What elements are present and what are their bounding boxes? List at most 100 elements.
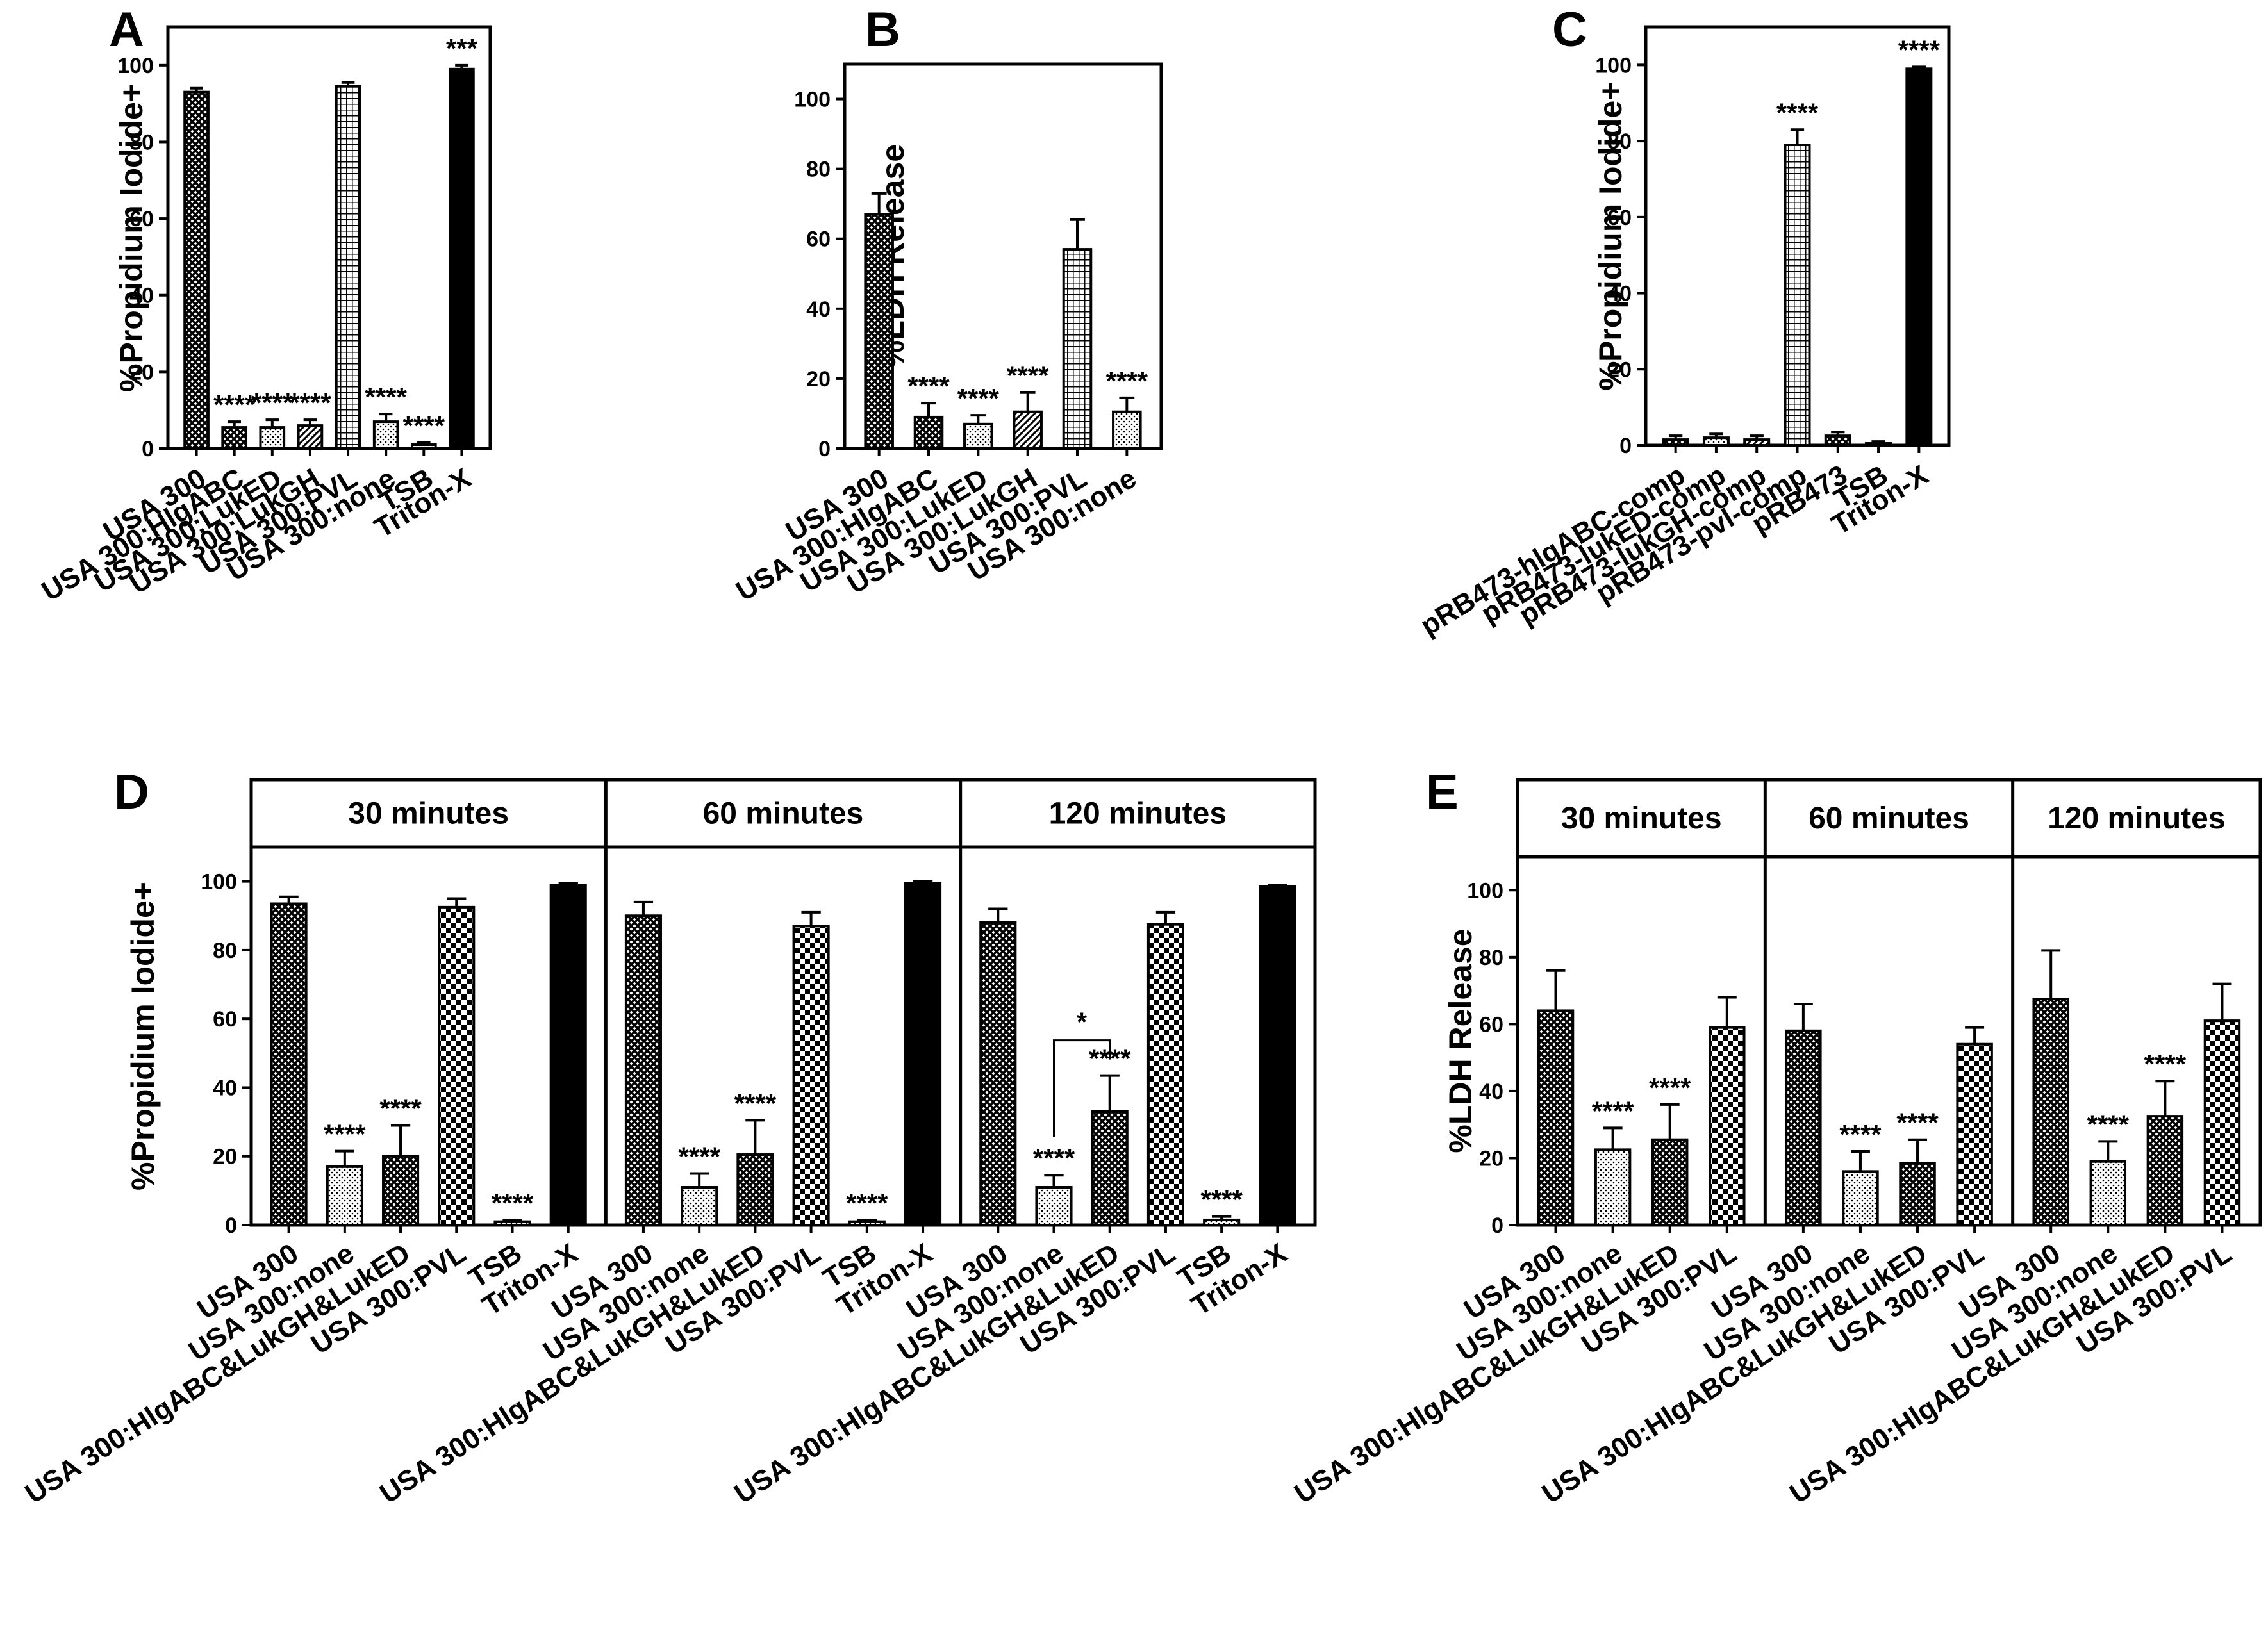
significance-label: ****: [2144, 1049, 2187, 1079]
bar: [549, 884, 587, 1226]
group-title: 120 minutes: [2048, 802, 2225, 836]
y-tick-label: 40: [1479, 1080, 1503, 1104]
bar: [410, 443, 437, 450]
plot-frame: [166, 25, 492, 450]
bar: [2203, 1019, 2241, 1226]
significance-label: ****: [907, 371, 950, 401]
significance-label: ****: [1007, 361, 1049, 391]
bar: [1784, 144, 1811, 447]
bar: [736, 1153, 774, 1226]
significance-label: ****: [213, 390, 256, 420]
significance-label: ****: [379, 1093, 422, 1123]
bar: [1537, 1009, 1575, 1227]
y-tick-label: 80: [1607, 129, 1632, 154]
panel-c: C%Propidium Iodide+020406080100pRB473-hl…: [1415, 3, 1951, 642]
bar: [792, 925, 830, 1226]
y-tick-label: 40: [806, 297, 831, 322]
significance-label: ****: [734, 1088, 777, 1118]
bar: [2089, 1160, 2127, 1226]
bar: [1013, 410, 1043, 450]
bar: [438, 905, 476, 1226]
panel-letter: C: [1552, 3, 1587, 57]
y-tick-label: 0: [818, 437, 831, 461]
significance-label: ****: [1839, 1119, 1882, 1149]
panel-d: D %Propidium Iodide+ 0 20 40 60 80 100 30 minute…: [20, 765, 1317, 1510]
bar: [1743, 438, 1771, 447]
significance-label: ****: [1776, 97, 1819, 128]
significance-label: ****: [1649, 1073, 1691, 1103]
y-axis-label: %Propidium Iodide+: [1593, 82, 1628, 391]
y-tick-label: 100: [1467, 878, 1503, 903]
y-tick-label: 100: [201, 870, 237, 894]
significance-label: ****: [1033, 1143, 1075, 1173]
y-tick-label: 40: [129, 284, 154, 308]
y-tick-label: 0: [1619, 434, 1632, 458]
y-tick-label: 0: [1491, 1214, 1503, 1238]
y-tick-label: 0: [142, 437, 154, 461]
y-tick-label: 20: [806, 367, 831, 391]
significance-label: ****: [251, 388, 294, 418]
bar: [1203, 1218, 1241, 1227]
significance-label: ****: [678, 1142, 720, 1172]
bar: [864, 213, 894, 450]
y-tick-label: 80: [806, 158, 831, 182]
bar: [848, 1220, 886, 1226]
y-tick-label: 100: [1595, 53, 1632, 78]
plot-frame: [249, 778, 1317, 1227]
bar: [259, 426, 286, 450]
y-tick-label: 80: [129, 130, 154, 154]
plot-frame: [843, 62, 1163, 450]
y-tick-label: 20: [129, 360, 154, 384]
y-tick-label: 60: [129, 207, 154, 231]
y-tick-label: 40: [1607, 282, 1632, 306]
bar: [382, 1155, 420, 1227]
y-tick-label: 20: [1479, 1146, 1503, 1171]
bar: [1905, 67, 1933, 447]
y-tick-label: 80: [213, 939, 237, 963]
significance-label: ****: [365, 382, 407, 412]
plot-frame: [1516, 778, 2262, 1227]
y-axis-label: %LDH Release: [1443, 928, 1478, 1153]
significance-label: ****: [2087, 1109, 2130, 1139]
significance-label: ****: [289, 388, 331, 418]
panel-e: E %LDH Release 0 20 40 60 80 100 30 minutes USA 3…: [1289, 765, 2262, 1510]
significance-label: ****: [957, 383, 1000, 413]
y-tick-label: 60: [1479, 1012, 1503, 1037]
bar: [1091, 1110, 1129, 1226]
bar: [1865, 442, 1892, 447]
bar: [1112, 410, 1142, 450]
bar: [913, 415, 944, 450]
bar: [335, 85, 361, 450]
bar: [183, 90, 210, 450]
y-tick-label: 60: [1607, 206, 1632, 230]
bar: [1824, 434, 1851, 447]
bar: [221, 426, 248, 450]
bar: [1662, 438, 1689, 447]
significance-label: ****: [1896, 1108, 1939, 1138]
bar: [624, 914, 662, 1226]
y-axis-label: %Propidium Iodide+: [125, 882, 161, 1190]
y-tick-label: 20: [213, 1145, 237, 1169]
y-tick-label: 100: [117, 54, 154, 78]
significance-label: ****: [324, 1119, 366, 1149]
bracket-label: *: [1077, 1007, 1088, 1037]
panel-letter: A: [109, 3, 144, 57]
y-tick-label: 100: [794, 88, 831, 112]
bar: [681, 1186, 718, 1226]
y-tick-label: 60: [806, 227, 831, 252]
significance-label: ****: [492, 1188, 534, 1218]
bar: [904, 882, 942, 1227]
y-axis-label: %Propidium Iodide+: [113, 83, 149, 392]
panel-letter: D: [114, 765, 149, 820]
significance-label: ****: [1898, 35, 1941, 65]
bar: [1146, 923, 1184, 1226]
group-title: 60 minutes: [1809, 802, 1969, 836]
panel-letter: E: [1426, 765, 1459, 820]
significance-label: ****: [1592, 1096, 1634, 1126]
group-title: 120 minutes: [1049, 797, 1227, 831]
bar: [1594, 1148, 1632, 1226]
bar: [2032, 998, 2069, 1226]
bar: [1899, 1162, 1936, 1226]
